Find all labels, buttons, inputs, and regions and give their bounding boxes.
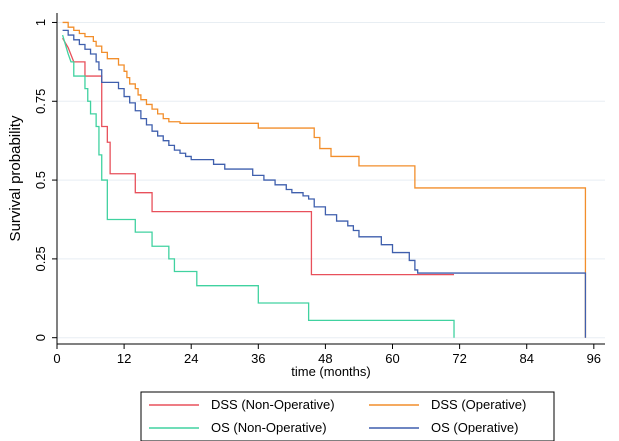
- gridlines: [57, 21, 605, 339]
- legend-label: OS (Non-Operative): [211, 420, 327, 435]
- y-tick-label: 0.25: [33, 246, 48, 271]
- y-tick-label: 0.5: [33, 171, 48, 189]
- x-axis-title: time (months): [291, 364, 370, 379]
- x-tick-label: 24: [184, 351, 198, 366]
- x-tick-label: 96: [587, 351, 601, 366]
- x-tick-label: 60: [385, 351, 399, 366]
- series-line-3: [61, 34, 455, 338]
- series-lines: [61, 21, 587, 338]
- y-tick-label: 0.75: [33, 89, 48, 114]
- y-axis-title: Survival probability: [7, 115, 24, 241]
- series-line-1: [62, 37, 455, 276]
- legend-box: [140, 391, 555, 441]
- x-tick-label: 84: [519, 351, 533, 366]
- series-line-2: [62, 21, 587, 338]
- x-tick-label: 0: [53, 351, 60, 366]
- axes: [56, 13, 605, 345]
- series-line-4: [62, 29, 587, 338]
- legend-label: OS (Operative): [431, 420, 518, 435]
- y-tick-label: 0: [33, 334, 48, 341]
- x-tick-label: 12: [117, 351, 131, 366]
- y-tick-label: 1: [33, 19, 48, 26]
- x-tick-label: 36: [251, 351, 265, 366]
- legend-label: DSS (Operative): [431, 397, 526, 412]
- x-tick-label: 48: [318, 351, 332, 366]
- legend: DSS (Non-Operative) DSS (Operative) OS (No…: [140, 391, 555, 441]
- legend-label: DSS (Non-Operative): [211, 397, 335, 412]
- ticks: 0 0.25 0.5 0.75 1 0 12 24 36 48 60 72 84 96: [33, 19, 601, 366]
- x-tick-label: 72: [452, 351, 466, 366]
